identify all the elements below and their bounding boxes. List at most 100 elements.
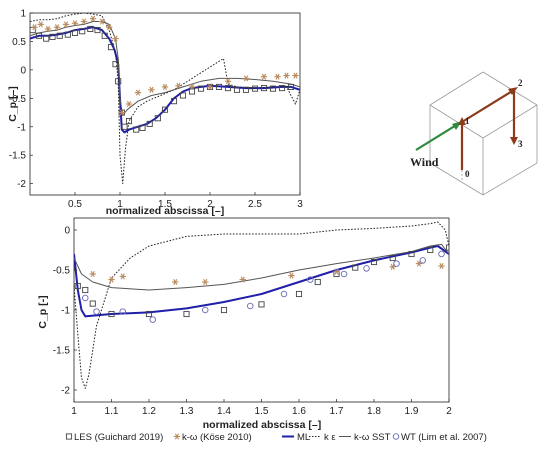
legend-label: k-ω (Köse 2010) <box>182 432 252 443</box>
top-k-k-se-2010--point <box>206 83 214 90</box>
bottom-k-k-se-2010--point <box>202 278 209 286</box>
legend: LES (Guichard 2019) k-ω (Köse 2010) ML k ε k… <box>65 432 487 443</box>
wind-label: Wind <box>410 155 439 169</box>
bottom-wt-lim-et-al-2007--point <box>307 276 314 283</box>
bottom-wt-lim-et-al-2007--point <box>340 270 348 278</box>
top-k-k-se-2010--point <box>242 75 250 82</box>
path-segments <box>460 89 516 170</box>
top-series-k--line <box>30 13 300 185</box>
top-k-k-se-2010--point <box>224 78 232 85</box>
legend-item: ML <box>282 432 310 443</box>
top-y-tick-label: -0.5 <box>9 94 27 105</box>
top-les-guichard-2019--point <box>170 98 178 105</box>
bottom-x-tick-label: 1.6 <box>292 406 306 417</box>
bottom-les-guichard-2019--point <box>295 290 303 298</box>
top-les-guichard-2019--point <box>287 83 295 90</box>
bottom-x-tick-label: 1.9 <box>405 406 419 417</box>
wind-direction-inset: Wind 0 1 2 3 <box>410 71 538 196</box>
top-k-k-se-2010--point <box>188 83 196 90</box>
node-3-label: 3 <box>518 139 523 149</box>
bottom-x-tick-label: 1.7 <box>330 406 344 417</box>
bottom-les-guichard-2019--point <box>220 306 228 314</box>
top-x-tick-label: 2 <box>207 199 213 210</box>
top-les-guichard-2019--point <box>215 83 223 90</box>
bottom-x-tick-label: 1.5 <box>255 406 269 417</box>
top-k-k-se-2010--point <box>260 73 268 80</box>
top-k-k-se-2010--point <box>274 73 281 80</box>
top-chart-ticks: 0.5 1 1.5 2 2.5 3 1 0.5 0 -0.5 -1 -1.5 -2 <box>9 9 303 211</box>
bottom-y-tick-label: 0 <box>64 226 70 237</box>
top-les-guichard-2019--point <box>87 25 94 32</box>
top-k-k-se-2010--point <box>161 83 169 90</box>
bottom-wt-lim-et-al-2007--point <box>363 265 370 272</box>
bottom-series-ml-line <box>74 245 449 318</box>
cube-wireframe <box>429 71 538 196</box>
bottom-x-tick-label: 1.1 <box>105 406 119 417</box>
bottom-k-k-se-2010--point <box>438 262 445 270</box>
top-k-k-se-2010--point <box>134 89 142 96</box>
top-les-guichard-2019--point <box>43 35 50 42</box>
top-les-guichard-2019--point <box>139 124 146 131</box>
legend-label: WT (Lim et al. 2007) <box>401 432 487 443</box>
top-chart: 0.5 1 1.5 2 2.5 3 1 0.5 0 -0.5 -1 -1.5 -2 normalized… <box>7 9 303 218</box>
bottom-les-guichard-2019--point <box>408 250 415 258</box>
top-les-guichard-2019--point <box>79 28 86 35</box>
top-les-guichard-2019--point <box>56 32 63 39</box>
top-y-tick-label: -1.5 <box>9 151 27 162</box>
bottom-wt-lim-et-al-2007--point <box>201 306 209 314</box>
top-k-k-se-2010--point <box>89 15 97 22</box>
top-y-tick-label: -2 <box>17 179 26 190</box>
bottom-k-k-se-2010--point <box>89 270 96 278</box>
bottom-y-tick-label: -2 <box>61 386 70 397</box>
top-k-k-se-2010--point <box>80 18 88 25</box>
legend-label: k-ω SST <box>354 432 391 443</box>
top-x-tick-label: 1 <box>117 199 123 210</box>
bottom-series-k--line <box>74 221 449 389</box>
bottom-wt-lim-et-al-2007--point <box>246 302 254 310</box>
bottom-wt-lim-et-al-2007--point <box>280 290 288 298</box>
path-arrowhead-3 <box>510 137 518 145</box>
top-k-k-se-2010--point <box>37 21 44 28</box>
bottom-plot-frame <box>73 217 450 403</box>
top-k-k-se-2010--point <box>112 35 119 42</box>
top-k-k-se-2010--point <box>44 25 52 32</box>
bottom-k-k-se-2010--point <box>172 278 179 286</box>
legend-marker <box>65 433 73 440</box>
bottom-k-k-se-2010--point <box>333 268 340 275</box>
top-series-group <box>30 13 300 185</box>
top-x-axis-label: normalized abscissa [–] <box>106 205 224 217</box>
bottom-x-axis-label: normalized abscissa [–] <box>203 419 321 431</box>
top-k-k-se-2010--point <box>175 82 182 89</box>
top-k-k-se-2010--point <box>98 18 106 25</box>
top-les-guichard-2019--point <box>64 31 71 38</box>
top-chart-marks <box>30 13 300 185</box>
bottom-les-guichard-2019--point <box>74 282 81 290</box>
top-x-tick-label: 3 <box>297 199 303 210</box>
bottom-x-tick-label: 2 <box>446 406 452 417</box>
bottom-x-tick-label: 1.4 <box>217 406 231 417</box>
top-y-tick-label: 0.5 <box>12 37 26 48</box>
top-k-k-se-2010--point <box>71 20 79 27</box>
bottom-series-group <box>74 221 449 389</box>
top-les-guichard-2019--point <box>49 33 56 40</box>
bottom-x-tick-label: 1 <box>71 406 77 417</box>
legend-item: WT (Lim et al. 2007) <box>392 432 487 443</box>
top-les-guichard-2019--point <box>269 85 277 92</box>
top-x-tick-label: 0.5 <box>68 199 82 210</box>
bottom-les-guichard-2019--point <box>258 301 265 308</box>
top-k-k-se-2010--point <box>53 24 61 31</box>
bottom-chart-ticks: 1 1.1 1.2 1.3 1.4 1.5 1.6 1.7 1.8 1.9 2 0 -0.5 -1 -1.5… <box>53 226 452 418</box>
bottom-x-tick-label: 1.3 <box>180 406 194 417</box>
legend-item: k ε <box>309 432 336 443</box>
top-les-guichard-2019--point <box>242 86 250 93</box>
legend-label: LES (Guichard 2019) <box>74 432 163 443</box>
top-les-guichard-2019--point <box>161 106 169 113</box>
legend-marker <box>392 433 400 440</box>
bottom-x-tick-label: 1.8 <box>367 406 381 417</box>
top-les-guichard-2019--point <box>94 27 101 34</box>
top-les-guichard-2019--point <box>233 86 241 93</box>
bottom-series-k-sst-line <box>74 243 449 291</box>
bottom-les-guichard-2019--point <box>352 264 359 271</box>
top-k-k-se-2010--point <box>62 21 70 28</box>
top-y-tick-label: 0 <box>20 65 26 76</box>
